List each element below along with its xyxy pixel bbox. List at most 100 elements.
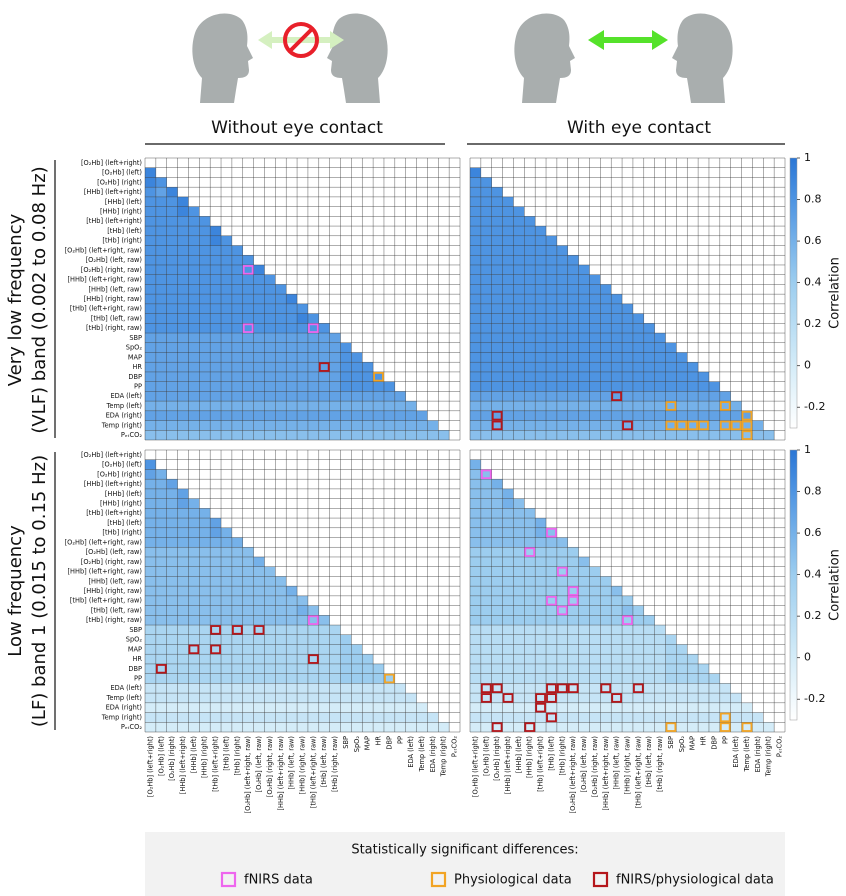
cell	[231, 702, 243, 713]
cell	[297, 371, 308, 382]
cell	[394, 693, 406, 703]
cell	[286, 702, 298, 713]
cell	[242, 615, 254, 626]
cell	[622, 391, 633, 402]
cell	[188, 274, 200, 285]
cell	[275, 693, 287, 703]
cell	[513, 625, 525, 635]
cell	[362, 663, 374, 674]
cell	[145, 245, 156, 256]
cell	[654, 644, 666, 655]
cell	[524, 595, 536, 606]
significance-marker	[155, 664, 167, 674]
cell	[318, 693, 330, 703]
cell	[611, 586, 623, 596]
cell	[513, 498, 525, 509]
cell	[502, 527, 514, 538]
cell	[535, 644, 547, 655]
cell	[513, 722, 525, 732]
cell	[632, 683, 644, 694]
cell	[286, 294, 298, 304]
cell	[632, 420, 644, 431]
cell	[600, 722, 612, 732]
cell	[307, 381, 319, 392]
cell	[676, 381, 688, 392]
cell	[546, 644, 557, 655]
cell	[524, 673, 536, 684]
cell	[231, 342, 243, 353]
cell	[676, 352, 688, 363]
cell	[676, 702, 688, 713]
cell	[231, 644, 243, 655]
cell	[546, 663, 557, 674]
cell	[145, 196, 156, 207]
cell	[242, 303, 254, 314]
cell	[145, 673, 156, 684]
row-label: [O₂Hb] (left+right, raw)	[65, 246, 142, 254]
cell	[264, 313, 276, 324]
cell	[480, 673, 492, 684]
cell	[145, 342, 156, 353]
cell	[199, 712, 211, 723]
cell	[188, 498, 200, 509]
cell	[502, 352, 514, 363]
cell	[188, 508, 200, 519]
cell	[166, 235, 178, 246]
cell	[210, 420, 222, 431]
cell	[166, 498, 178, 509]
cell	[210, 342, 222, 353]
significance-marker	[502, 693, 514, 703]
cell	[687, 693, 699, 703]
column-label: EDA (left)	[732, 736, 740, 768]
legend-swatch	[592, 871, 609, 888]
column-label: PₑₜCO₂	[451, 736, 459, 757]
cell	[221, 401, 232, 411]
cell	[491, 352, 503, 363]
cell	[177, 663, 189, 674]
cell	[622, 722, 633, 732]
cell	[643, 673, 655, 684]
cell	[567, 401, 579, 411]
cell	[155, 264, 167, 275]
cell	[177, 605, 189, 616]
cell	[318, 352, 330, 363]
cell	[145, 683, 156, 694]
cell	[329, 702, 341, 713]
cell	[676, 420, 688, 431]
cell	[502, 410, 514, 421]
cell	[578, 586, 590, 596]
cell	[730, 420, 742, 431]
cell	[221, 323, 232, 334]
cell	[687, 654, 699, 664]
cell	[556, 634, 568, 645]
row-label: [O₂Hb] (left, raw)	[86, 256, 142, 264]
cell	[221, 410, 232, 421]
significance-marker	[491, 722, 503, 732]
significance-marker	[741, 722, 753, 732]
cell	[231, 255, 243, 265]
cell	[491, 245, 503, 256]
cell	[480, 313, 492, 324]
row-title-line: Low frequency	[5, 525, 26, 657]
significance-marker	[480, 693, 492, 703]
cell	[166, 518, 178, 528]
cell	[470, 693, 481, 703]
column-label: [O₂Hb] (left+right, raw)	[244, 736, 252, 813]
cell	[502, 566, 514, 577]
column-label: [HHb] (right, raw)	[299, 736, 307, 794]
cell	[567, 352, 579, 363]
cell	[188, 216, 200, 227]
cell	[567, 313, 579, 324]
cell	[221, 313, 232, 324]
cell	[556, 274, 568, 285]
cell	[524, 702, 536, 713]
cell	[535, 352, 547, 363]
cell	[546, 362, 557, 372]
cell	[480, 508, 492, 519]
column-label: [HHb] (left, raw)	[613, 736, 621, 790]
cell	[524, 226, 536, 236]
cell	[567, 362, 579, 372]
cell	[480, 206, 492, 217]
cell	[480, 226, 492, 236]
cell	[231, 615, 243, 626]
